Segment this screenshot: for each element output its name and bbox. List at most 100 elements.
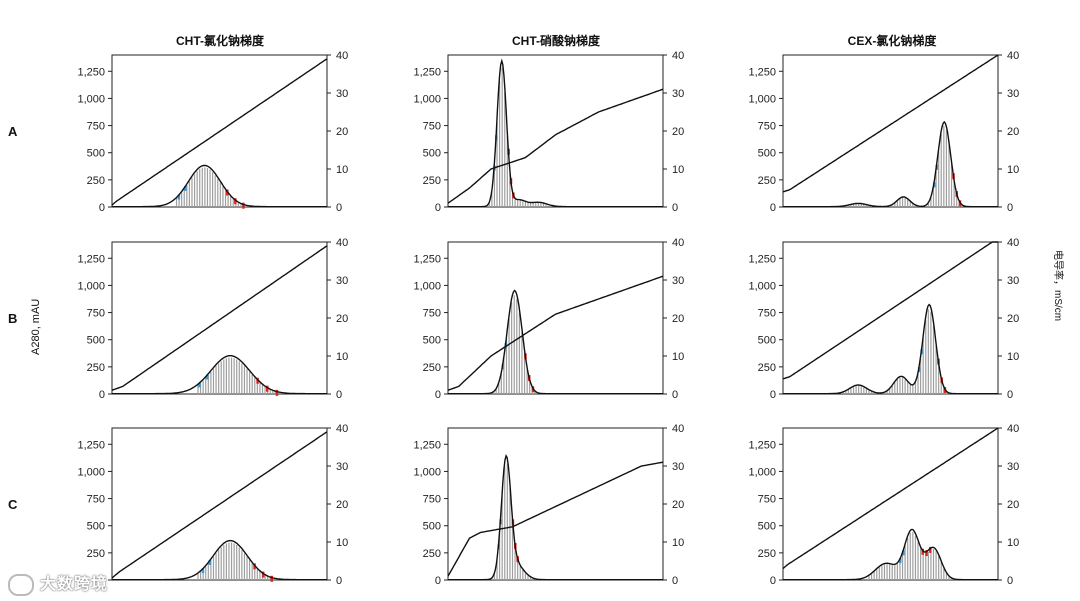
y-right-tick-label: 30 — [1007, 88, 1019, 100]
y-left-tick-label: 250 — [758, 548, 776, 560]
y-right-tick-label: 10 — [336, 351, 348, 363]
fraction-marker-blue — [201, 568, 205, 574]
y-right-tick-label: 20 — [1007, 126, 1019, 138]
column-title-2: CHT-硝酸钠梯度 — [512, 34, 600, 48]
y-right-tick-label: 10 — [672, 351, 684, 363]
y-left-tick-label: 1,000 — [77, 466, 105, 478]
y-left-tick-label: 1,000 — [413, 93, 441, 105]
y-left-tick-label: 500 — [758, 148, 776, 160]
fraction-marker-blue — [198, 382, 201, 388]
conductivity-trace — [782, 241, 998, 380]
y-right-tick-label: 40 — [1007, 50, 1019, 62]
conductivity-trace — [111, 431, 328, 579]
fraction-marker-blue — [206, 374, 209, 380]
row-label-c: C — [8, 497, 18, 512]
y-right-tick-label: 10 — [1007, 164, 1019, 176]
fraction-marker-blue — [901, 550, 905, 556]
y-right-tick-label: 0 — [336, 389, 342, 401]
fraction-marker-blue — [208, 559, 212, 565]
absorbance-trace — [448, 58, 663, 208]
absorbance-trace — [783, 120, 998, 208]
y-left-tick-label: 750 — [758, 494, 776, 506]
y-left-tick-label: 1,250 — [748, 66, 776, 78]
y-left-tick-label: 500 — [423, 148, 441, 160]
y-left-tick-label: 1,250 — [413, 253, 441, 265]
y-right-tick-label: 20 — [336, 313, 348, 325]
y-left-tick-label: 250 — [423, 362, 441, 374]
y-right-tick-label: 0 — [1007, 202, 1013, 214]
y-right-tick-label: 20 — [672, 313, 684, 325]
y-left-tick-label: 750 — [87, 121, 105, 133]
y-right-tick-label: 0 — [672, 389, 678, 401]
plot-frame — [447, 241, 664, 395]
fraction-marker-red — [270, 575, 274, 582]
row-label-b: B — [8, 311, 18, 326]
y-right-tick-label: 40 — [672, 50, 684, 62]
y-left-tick-label: 500 — [423, 521, 441, 533]
y-left-tick-label: 250 — [423, 175, 441, 187]
plot-frame — [782, 54, 999, 208]
y-right-tick-label: 20 — [1007, 313, 1019, 325]
y-left-tick-label: 1,250 — [413, 439, 441, 451]
y-right-tick-label: 10 — [336, 537, 348, 549]
y-left-tick-label: 750 — [423, 121, 441, 133]
y-left-tick-label: 0 — [99, 575, 105, 587]
y-right-tick-label: 30 — [1007, 275, 1019, 287]
absorbance-trace — [112, 355, 327, 395]
column-title-3: CEX-氯化钠梯度 — [847, 34, 937, 48]
y-right-tick-label: 40 — [336, 50, 348, 62]
fraction-marker-red — [921, 548, 925, 555]
conductivity-trace — [782, 54, 999, 193]
y-left-tick-label: 250 — [758, 175, 776, 187]
fraction-marker-blue — [184, 185, 187, 191]
watermark-logo-icon — [8, 573, 34, 596]
y-left-tick-label: 250 — [423, 548, 441, 560]
y-left-tick-label: 0 — [770, 202, 776, 214]
y-left-tick-label: 750 — [87, 308, 105, 320]
y-left-tick-label: 500 — [87, 521, 105, 533]
y-right-tick-label: 0 — [672, 202, 678, 214]
y-right-tick-label: 0 — [336, 575, 342, 587]
fraction-marker-red — [266, 385, 269, 392]
y-right-tick-label: 10 — [672, 164, 684, 176]
conductivity-trace — [782, 427, 999, 570]
y-right-tick-label: 30 — [672, 275, 684, 287]
watermark: 大数跨境 — [8, 570, 108, 596]
y-right-tick-label: 10 — [1007, 537, 1019, 549]
conductivity-trace — [447, 88, 664, 204]
y-right-tick-label: 40 — [336, 423, 348, 435]
y-left-tick-label: 0 — [435, 389, 441, 401]
watermark-text: 大数跨境 — [40, 576, 109, 593]
y-right-tick-label: 40 — [672, 237, 684, 249]
y-left-tick-label: 750 — [758, 121, 776, 133]
plot-frame — [782, 427, 999, 581]
y-right-tick-label: 40 — [1007, 237, 1019, 249]
y-left-tick-label: 1,250 — [413, 66, 441, 78]
conductivity-trace — [111, 245, 328, 391]
plot-frame — [447, 54, 664, 208]
y-right-tick-label: 10 — [672, 537, 684, 549]
y-left-tick-label: 1,250 — [77, 439, 105, 451]
fraction-marker-blue — [898, 558, 902, 564]
y-left-tick-label: 500 — [87, 148, 105, 160]
y-right-tick-label: 30 — [336, 275, 348, 287]
absorbance-trace — [112, 164, 327, 208]
y-left-tick-label: 0 — [435, 202, 441, 214]
absorbance-trace — [448, 289, 663, 395]
conductivity-trace — [111, 58, 328, 206]
y-left-tick-label: 0 — [99, 202, 105, 214]
y-right-tick-label: 0 — [336, 202, 342, 214]
fraction-marker-red — [242, 202, 245, 209]
y-right-tick-label: 40 — [672, 423, 684, 435]
plot-frame — [782, 241, 999, 395]
y-left-tick-label: 1,000 — [413, 466, 441, 478]
y-left-tick-label: 500 — [87, 335, 105, 347]
row-label-a: A — [8, 124, 18, 139]
y-left-tick-label: 250 — [87, 362, 105, 374]
y-left-tick-label: 750 — [423, 494, 441, 506]
y-right-tick-label: 0 — [672, 575, 678, 587]
y-right-tick-label: 40 — [336, 237, 348, 249]
y-left-tick-label: 750 — [423, 308, 441, 320]
absorbance-trace — [783, 303, 998, 395]
y-left-tick-label: 500 — [423, 335, 441, 347]
